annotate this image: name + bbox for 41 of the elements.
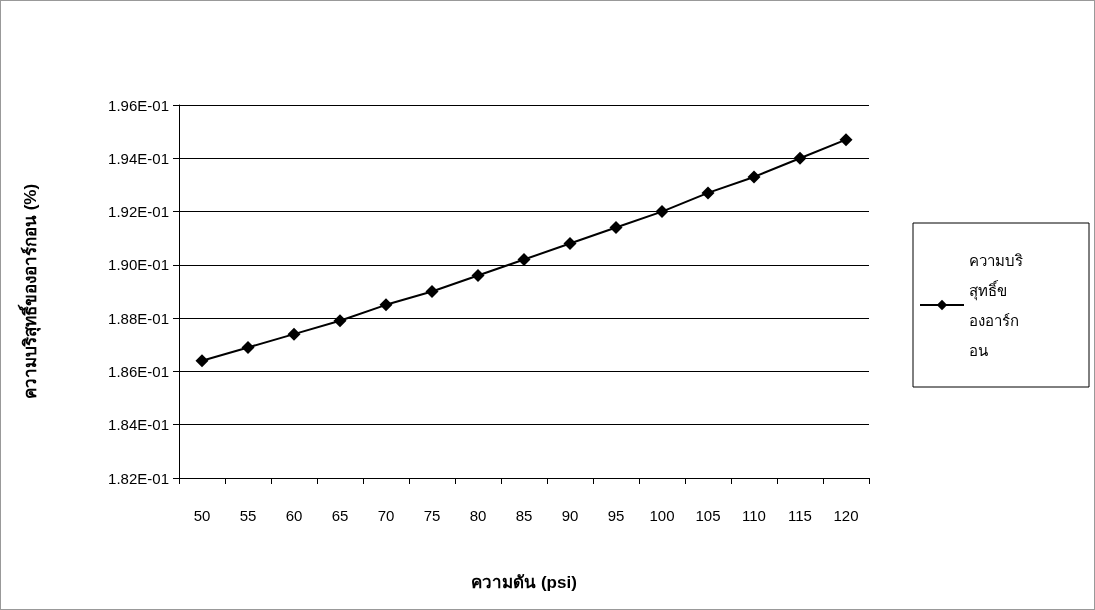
- x-tick-label: 85: [515, 507, 533, 524]
- y-tick-label: 1.84E-01: [108, 416, 169, 434]
- y-tick-label: 1.94E-01: [108, 149, 169, 167]
- y-tick-label: 1.96E-01: [108, 96, 169, 114]
- point: [195, 354, 209, 368]
- point: [793, 151, 807, 165]
- legend-label: ความบริสุทธิ์ของอาร์กอน: [969, 251, 1023, 359]
- point: [241, 340, 255, 354]
- x-tick-label: 115: [788, 507, 812, 524]
- x-tick-label: 90: [561, 507, 579, 524]
- x-tick-label: 70: [377, 507, 395, 524]
- x-tick-label: 95: [607, 507, 625, 524]
- x-tick-label: 100: [649, 507, 675, 524]
- point: [471, 269, 485, 283]
- y-tick-label: 1.88E-01: [108, 309, 169, 327]
- point: [287, 327, 301, 341]
- y-tick-label: 1.86E-01: [108, 362, 169, 380]
- y-tick-label: 1.92E-01: [108, 203, 169, 221]
- point: [517, 253, 531, 267]
- point: [655, 205, 669, 219]
- x-tick-label: 55: [239, 507, 257, 524]
- point: [379, 298, 393, 312]
- x-tick-label: 75: [423, 507, 441, 524]
- point: [425, 285, 439, 298]
- point: [701, 186, 715, 200]
- x-tick-label: 65: [331, 507, 349, 524]
- point: [609, 221, 623, 235]
- point: [563, 237, 577, 251]
- x-axis-title: ความดัน (psi): [471, 573, 577, 592]
- x-tick-label: 110: [742, 507, 766, 524]
- point: [747, 170, 761, 184]
- x-tick-label: 105: [695, 507, 721, 524]
- y-tick-label: 1.90E-01: [108, 256, 169, 274]
- point: [333, 314, 347, 328]
- x-tick-label: 80: [469, 507, 487, 524]
- x-tick-label: 60: [285, 507, 303, 524]
- x-tick-label: 50: [193, 507, 211, 524]
- y-axis-title: ความบริสุทธิ์ของอาร์กอน (%): [17, 183, 41, 400]
- x-tick-label: 120: [833, 507, 859, 524]
- y-tick-label: 1.82E-01: [108, 469, 169, 487]
- point: [839, 133, 853, 147]
